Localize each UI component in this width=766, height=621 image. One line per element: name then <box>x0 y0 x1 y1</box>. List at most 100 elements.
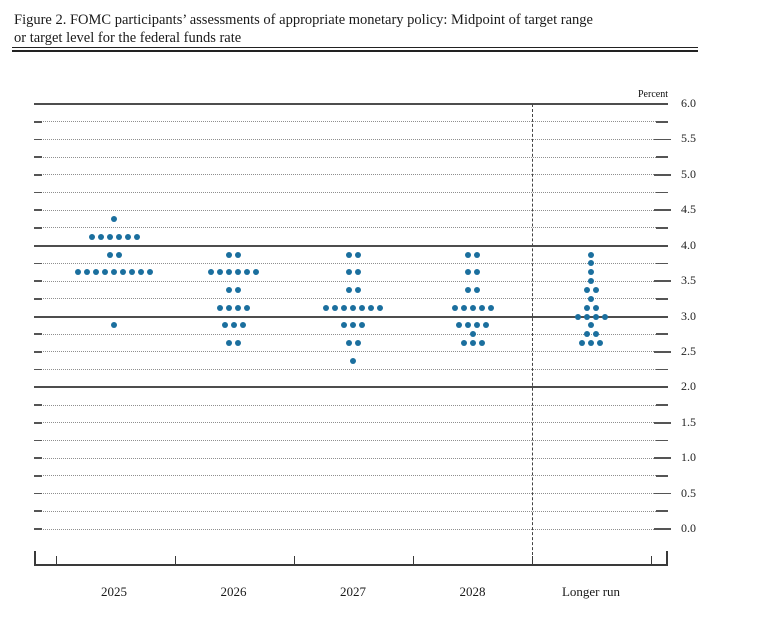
gridline-right-tick <box>656 191 668 194</box>
projection-dot <box>460 340 467 347</box>
projection-dot <box>235 304 241 311</box>
projection-dot <box>345 251 352 258</box>
projection-dot <box>474 286 480 293</box>
dotted-gridline <box>34 369 668 371</box>
gridline-right-tick <box>654 492 671 495</box>
gridline-left-tick <box>34 421 42 424</box>
gridline-right-tick <box>656 297 668 300</box>
y-axis-tick-label: 4.5 <box>681 202 696 217</box>
gridline-right-tick <box>654 138 671 141</box>
projection-dot <box>345 340 352 347</box>
dotted-gridline <box>34 121 668 123</box>
projection-dot <box>451 304 458 311</box>
projection-dot <box>579 340 585 347</box>
gridline-right-tick <box>654 280 671 282</box>
gridline-left-tick <box>34 439 42 442</box>
gridline-right-tick <box>654 174 671 176</box>
longer-run-separator <box>532 104 533 565</box>
y-axis-tick-label: 3.5 <box>681 273 696 288</box>
gridline-right-tick <box>656 156 668 158</box>
projection-dot <box>478 340 485 347</box>
projection-dot <box>230 322 237 329</box>
projection-dot <box>226 340 232 347</box>
projection-dot <box>341 322 347 329</box>
y-axis-tick-label: 3.0 <box>681 308 696 323</box>
x-axis-category-label: 2026 <box>220 584 247 599</box>
projection-dot <box>235 286 241 293</box>
projection-dot <box>474 251 480 258</box>
gridline-right-tick <box>654 457 671 459</box>
projection-dot <box>244 304 250 311</box>
x-axis-category-label: Longer run <box>561 584 621 599</box>
projection-dot <box>592 286 599 293</box>
projection-dot <box>345 286 352 293</box>
gridline-left-tick <box>34 209 42 212</box>
solid-gridline <box>34 244 668 247</box>
projection-dot <box>239 322 246 329</box>
projection-dot <box>106 251 113 258</box>
figure-title-line1: Figure 2. FOMC participants’ assessments… <box>14 12 593 28</box>
gridline-left-tick <box>34 457 42 459</box>
dotted-gridline <box>34 493 668 495</box>
y-axis-tick-label: 6.0 <box>681 96 696 110</box>
dotted-gridline <box>34 351 668 353</box>
projection-dot <box>483 322 489 329</box>
projection-dot <box>359 322 365 329</box>
projection-dot <box>350 357 356 364</box>
projection-dot <box>377 304 383 311</box>
gridline-left-tick <box>34 138 42 141</box>
projection-dot <box>244 269 250 276</box>
projection-dot <box>456 322 462 329</box>
x-axis-category-label: 2027 <box>340 584 366 599</box>
gridline-right-tick <box>654 209 671 212</box>
projection-dot <box>147 269 153 276</box>
projection-dot <box>208 269 214 276</box>
projection-dot <box>253 269 259 276</box>
projection-dot <box>592 331 599 338</box>
dotted-gridline <box>34 262 668 264</box>
projection-dot <box>106 233 113 240</box>
gridline-left-tick <box>34 333 42 335</box>
projection-dot <box>588 260 594 267</box>
projection-dot <box>597 340 603 347</box>
projection-dot <box>583 286 590 293</box>
projection-dot <box>354 286 361 293</box>
gridline-right-tick <box>656 439 668 442</box>
projection-dot <box>469 304 476 311</box>
x-axis-tick <box>294 556 296 565</box>
projection-dot <box>368 304 374 311</box>
projection-dot <box>354 340 361 347</box>
dotted-gridline <box>34 439 668 441</box>
gridline-left-tick <box>34 510 42 513</box>
projection-dot <box>588 295 594 302</box>
x-axis-category-label: 2028 <box>459 584 486 599</box>
x-axis-tick <box>532 556 534 565</box>
projection-dot <box>474 269 480 276</box>
projection-dot <box>350 322 356 329</box>
projection-dot <box>217 304 223 311</box>
projection-dot <box>124 233 131 240</box>
y-axis-unit-label: Percent <box>638 89 668 100</box>
projection-dot <box>583 313 590 320</box>
projection-dot <box>460 304 467 311</box>
projection-dot <box>345 269 352 276</box>
gridline-right-tick <box>654 528 671 530</box>
solid-gridline <box>34 315 668 318</box>
dotted-gridline <box>34 156 668 158</box>
projection-dot <box>138 269 144 276</box>
projection-dot <box>332 304 338 311</box>
x-axis-tick <box>413 556 415 565</box>
projection-dot <box>592 304 599 311</box>
projection-dot <box>235 340 241 347</box>
gridline-left-tick <box>34 492 42 495</box>
projection-dot <box>601 313 608 320</box>
projection-dot <box>574 313 581 320</box>
projection-dot <box>583 304 590 311</box>
x-axis-tick <box>56 556 58 565</box>
projection-dot <box>115 233 122 240</box>
gridline-left-tick <box>34 528 42 530</box>
projection-dot <box>75 269 81 276</box>
x-axis-tick <box>175 556 177 565</box>
gridline-right-tick <box>656 475 668 477</box>
